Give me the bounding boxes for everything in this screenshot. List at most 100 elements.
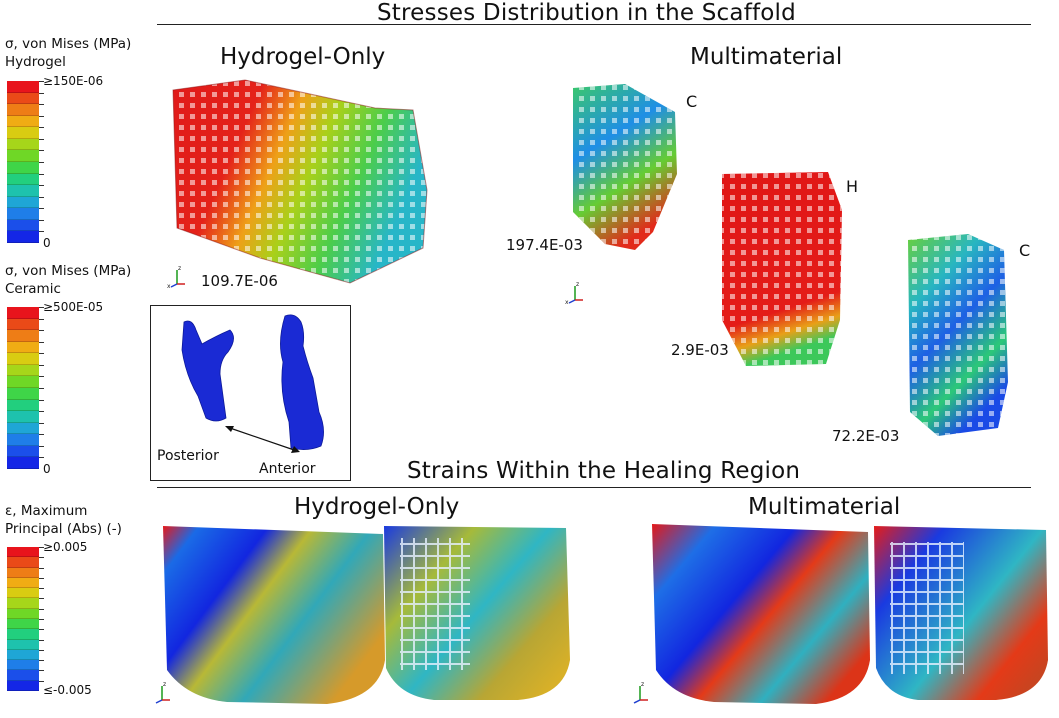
colorbar-cell — [7, 196, 39, 209]
strain-section-rule — [157, 487, 1031, 488]
colorbar-tick — [39, 388, 44, 389]
colorbar-cell — [7, 138, 39, 151]
axis-triad-icon: z — [155, 681, 170, 704]
legend-hydrogel-colorbar — [7, 81, 39, 243]
svg-text:x: x — [167, 283, 171, 290]
colorbar-tick — [39, 127, 44, 129]
hydrogel-only-peak-stress: 109.7E-06 — [201, 272, 278, 290]
svg-text:z: z — [178, 265, 181, 272]
colorbar-cell — [7, 92, 39, 105]
colorbar-tick — [39, 150, 44, 152]
colorbar-tick — [39, 376, 44, 378]
multimaterial-ceramic-2-tag: C — [1019, 241, 1031, 260]
colorbar-tick — [39, 364, 44, 366]
colorbar-tick — [39, 670, 44, 672]
posterior-anterior-arrow — [225, 426, 300, 453]
colorbar-tick — [39, 318, 44, 320]
colorbar-cell — [7, 598, 39, 609]
colorbar-cell — [7, 588, 39, 599]
multimaterial-ceramic-1-render — [573, 84, 677, 250]
colorbar-tick — [39, 557, 44, 559]
colorbar-cell — [7, 618, 39, 630]
colorbar-cell — [7, 457, 39, 469]
multimaterial-hydrogel-render — [722, 172, 842, 366]
axis-triad-icon: z — [633, 681, 648, 704]
legend-ceramic: σ, von Mises (MPa) Ceramic ≥500E-05 0 — [0, 263, 150, 478]
legend-ceramic-max: ≥500E-05 — [43, 300, 104, 314]
colorbar-cell — [7, 307, 39, 319]
strain-hydrogel-only-heading: Hydrogel-Only — [294, 494, 460, 520]
strain-hydrogel-only-section-render — [384, 526, 570, 700]
svg-text:z: z — [576, 281, 579, 288]
stress-section-title: Stresses Distribution in the Scaffold — [377, 0, 796, 26]
colorbar-tick — [39, 196, 44, 198]
colorbar-cell — [7, 680, 39, 691]
stress-multimaterial-heading: Multimaterial — [690, 44, 843, 70]
anatomy-inset: Posterior Anterior — [150, 305, 351, 481]
axis-triad-icon: z x — [565, 281, 583, 306]
colorbar-cell — [7, 208, 39, 220]
colorbar-tick — [39, 104, 44, 106]
stress-section-rule — [157, 24, 1031, 25]
colorbar-tick — [39, 457, 44, 459]
multimaterial-ceramic-2-peak: 72.2E-03 — [832, 427, 900, 445]
colorbar-tick — [39, 567, 44, 569]
colorbar-tick — [39, 138, 44, 140]
colorbar-tick — [39, 162, 44, 163]
colorbar-cell — [7, 567, 39, 578]
colorbar-tick — [39, 353, 44, 355]
colorbar-cell — [7, 161, 39, 174]
strain-section-title: Strains Within the Healing Region — [407, 458, 801, 484]
colorbar-tick — [39, 547, 44, 548]
multimaterial-ceramic-1-peak: 197.4E-03 — [506, 236, 583, 254]
colorbar-cell — [7, 387, 39, 400]
hydrogel-only-scaffold-render — [172, 79, 428, 284]
colorbar-tick — [39, 434, 44, 436]
colorbar-tick — [39, 231, 44, 233]
colorbar-tick — [39, 588, 44, 590]
colorbar-tick — [39, 341, 44, 343]
colorbar-cell — [7, 219, 39, 232]
svg-text:z: z — [163, 681, 166, 688]
colorbar-tick — [39, 330, 44, 332]
colorbar-tick — [39, 680, 44, 682]
legend-hydrogel-max: ≥150E-06 — [43, 74, 104, 88]
colorbar-tick — [39, 577, 44, 579]
colorbar-tick — [39, 92, 44, 94]
colorbar-cell — [7, 127, 39, 139]
colorbar-tick — [39, 608, 44, 610]
colorbar-cell — [7, 399, 39, 412]
strain-multimaterial-section-render — [874, 526, 1048, 700]
colorbar-cell — [7, 115, 39, 128]
legend-ceramic-colorbar — [7, 307, 39, 469]
bone-anterior-render — [280, 314, 324, 450]
multimaterial-ceramic-2-render — [908, 234, 1008, 436]
colorbar-tick — [39, 598, 44, 600]
colorbar-tick — [39, 185, 44, 187]
colorbar-cell — [7, 639, 39, 650]
bone-posterior-render — [181, 320, 234, 422]
legend-strain-quantity: ε, Maximum — [5, 503, 88, 519]
strain-hydrogel-only-full-render — [163, 526, 385, 704]
stress-hydrogel-only-heading: Hydrogel-Only — [220, 44, 386, 70]
colorbar-cell — [7, 445, 39, 458]
legend-hydrogel-min: 0 — [43, 236, 51, 250]
legend-ceramic-material: Ceramic — [5, 281, 61, 297]
colorbar-cell — [7, 376, 39, 388]
legend-strain: ε, Maximum Principal (Abs) (-) ≥0.005 ≤-… — [0, 503, 150, 703]
colorbar-tick — [39, 219, 44, 221]
colorbar-tick — [39, 619, 44, 620]
legend-strain-max: ≥0.005 — [43, 540, 88, 554]
legend-strain-measure: Principal (Abs) (-) — [5, 521, 122, 537]
colorbar-cell — [7, 434, 39, 446]
svg-text:x: x — [565, 299, 569, 306]
colorbar-cell — [7, 411, 39, 423]
multimaterial-ceramic-1-tag: C — [686, 92, 698, 111]
strain-multimaterial-full-render — [652, 524, 870, 704]
inset-posterior-label: Posterior — [157, 448, 219, 464]
colorbar-tick — [39, 639, 44, 641]
colorbar-cell — [7, 364, 39, 377]
legend-strain-min: ≤-0.005 — [43, 683, 92, 697]
colorbar-tick — [39, 445, 44, 447]
colorbar-cell — [7, 185, 39, 197]
